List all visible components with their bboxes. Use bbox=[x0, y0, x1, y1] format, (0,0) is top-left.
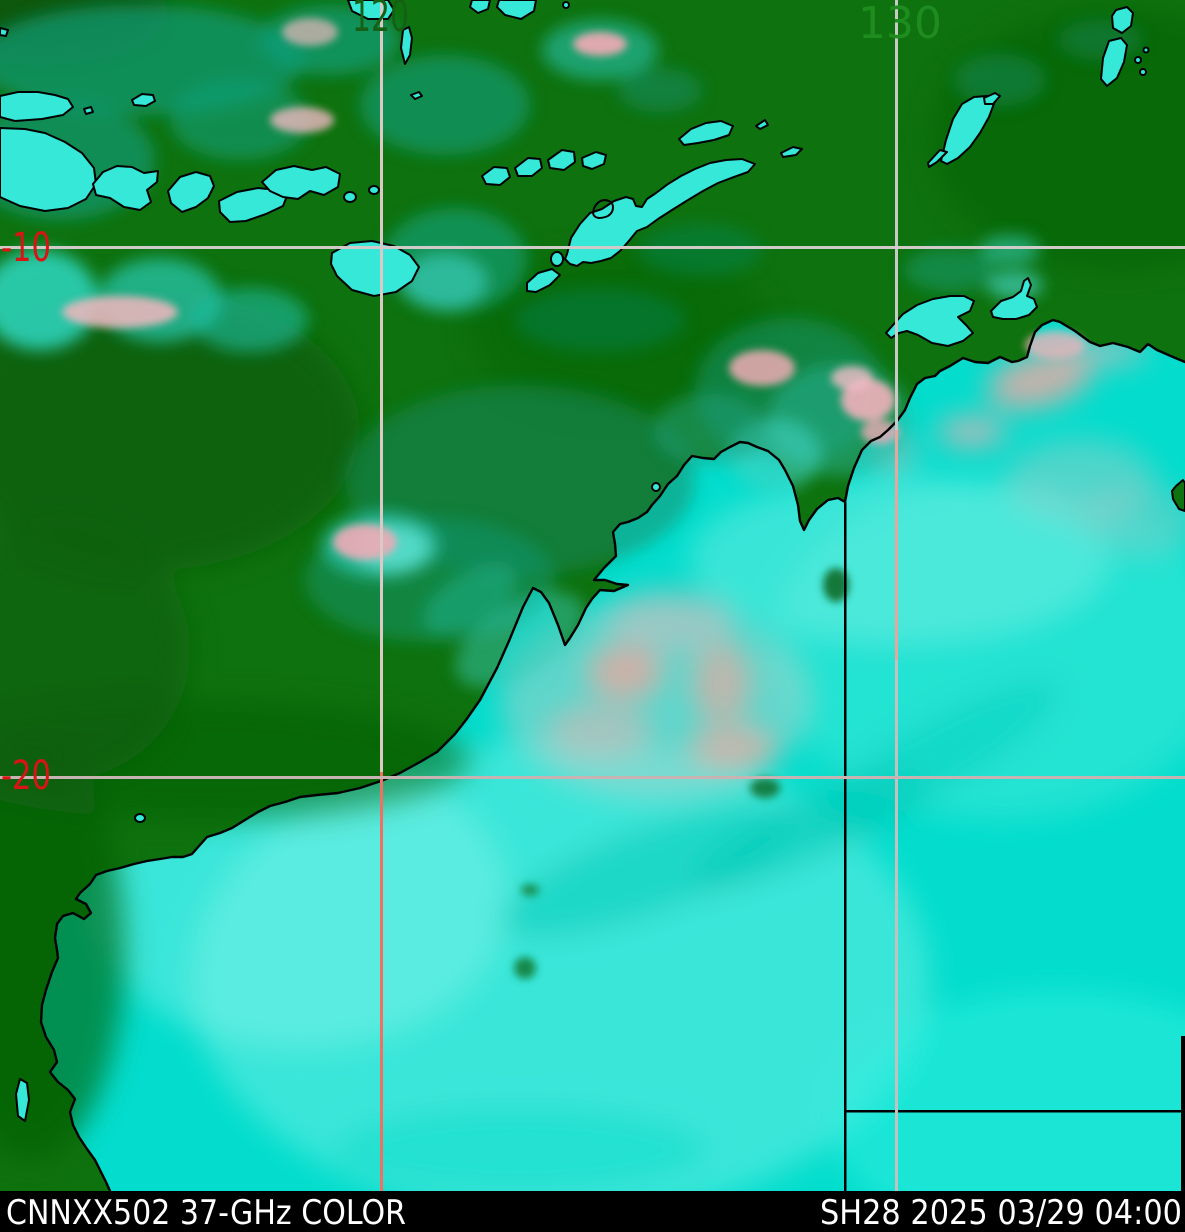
lon-label-120: 120 bbox=[352, 0, 409, 42]
islands bbox=[0, 0, 1185, 1122]
footer-bar: CNNXX502 37-GHz COLOR SH28 2025 03/29 04… bbox=[0, 1191, 1185, 1232]
lat-label-minus10: -10 bbox=[1, 225, 51, 271]
gridline-lat-20 bbox=[0, 776, 1185, 779]
storm-datetime-label: SH28 2025 03/29 04:00 bbox=[820, 1193, 1182, 1232]
island-tiwi bbox=[885, 295, 975, 347]
gridlines bbox=[0, 0, 1185, 1191]
lon-label-130: 130 bbox=[858, 0, 942, 49]
gridline-lon-130-mid bbox=[895, 430, 898, 660]
sector-boundary-lines bbox=[844, 502, 1185, 1191]
terrain-specks bbox=[514, 568, 849, 979]
gridline-lon-120-south bbox=[380, 772, 383, 1191]
gridline-lon-120 bbox=[380, 0, 383, 772]
coastline bbox=[39, 318, 1185, 1193]
island-timor bbox=[564, 158, 756, 267]
gridline-lon-130-south bbox=[895, 660, 898, 1191]
gridline-lat-10 bbox=[0, 246, 1185, 249]
product-label: CNNXX502 37-GHz COLOR bbox=[6, 1193, 406, 1232]
gridline-lon-130 bbox=[895, 0, 898, 430]
lat-label-minus20: -20 bbox=[1, 753, 51, 799]
